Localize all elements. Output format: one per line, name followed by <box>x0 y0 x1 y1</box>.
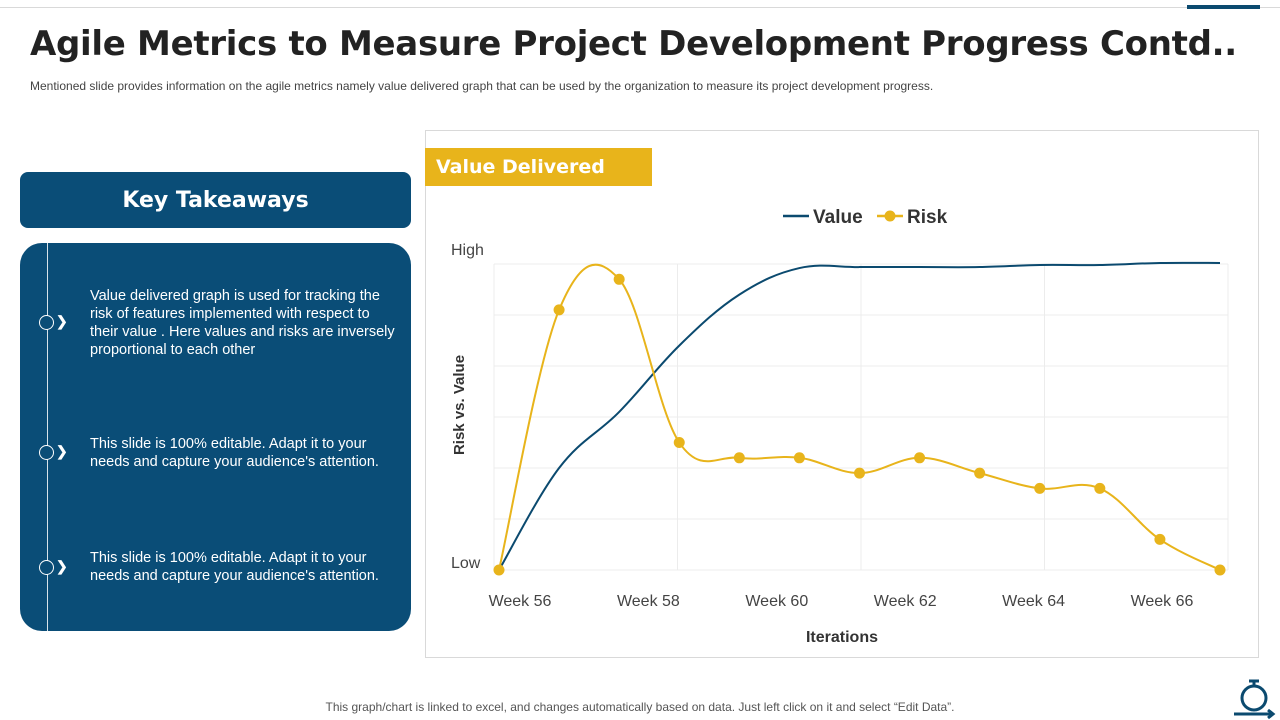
risk-data-point <box>613 273 625 285</box>
legend-risk-marker <box>884 210 896 222</box>
bullet-circle-icon <box>39 560 54 575</box>
top-divider <box>0 7 1280 8</box>
x-tick-label: Week 56 <box>489 593 552 610</box>
chart-header: Value Delivered <box>425 148 652 186</box>
risk-data-point <box>914 452 926 464</box>
risk-data-point <box>673 437 685 448</box>
chevron-right-icon: ❯ <box>56 313 68 329</box>
x-tick-label: Week 66 <box>1131 593 1194 610</box>
page-subtitle: Mentioned slide provides information on … <box>30 79 934 93</box>
risk-data-point <box>1094 482 1106 494</box>
takeaway-item: This slide is 100% editable. Adapt it to… <box>90 436 379 470</box>
risk-data-point <box>1214 564 1226 576</box>
bullet-circle-icon <box>39 445 54 460</box>
risk-data-point <box>553 304 565 316</box>
series-line-value <box>498 261 1221 571</box>
risk-data-point <box>493 564 505 576</box>
timeline-line <box>47 243 48 631</box>
top-accent-bar <box>1187 5 1260 9</box>
legend: Value Risk <box>783 207 948 228</box>
y-tick-high: High <box>451 242 484 259</box>
risk-data-point <box>854 467 865 479</box>
y-axis-label: Risk vs. Value <box>451 355 468 455</box>
key-takeaways-heading: Key Takeaways <box>20 172 411 228</box>
chevron-right-icon: ❯ <box>56 443 68 459</box>
footer-note: This graph/chart is linked to excel, and… <box>325 700 955 714</box>
key-takeaways-panel: ❯ Value delivered graph is used for trac… <box>20 243 411 631</box>
page-title: Agile Metrics to Measure Project Develop… <box>30 24 1237 64</box>
risk-data-point <box>974 467 986 479</box>
legend-value-label: Value <box>813 207 863 228</box>
takeaway-item: Value delivered graph is used for tracki… <box>90 288 395 358</box>
x-axis-label: Iterations <box>806 629 878 646</box>
bullet-circle-icon <box>39 315 54 330</box>
x-tick-label: Week 64 <box>1002 593 1065 610</box>
risk-data-point <box>1034 482 1046 494</box>
chevron-right-icon: ❯ <box>56 558 68 574</box>
risk-data-point <box>1154 533 1166 545</box>
risk-data-point <box>793 452 805 464</box>
x-tick-label: Week 60 <box>745 593 808 610</box>
x-tick-label: Week 58 <box>617 593 680 610</box>
stopwatch-loop-icon <box>1234 679 1276 720</box>
risk-data-point <box>733 452 745 464</box>
x-tick-label: Week 62 <box>874 593 937 610</box>
legend-risk-label: Risk <box>907 207 948 228</box>
takeaway-item: This slide is 100% editable. Adapt it to… <box>90 550 379 584</box>
y-tick-low: Low <box>451 555 481 572</box>
chart-container[interactable] <box>425 130 1259 658</box>
